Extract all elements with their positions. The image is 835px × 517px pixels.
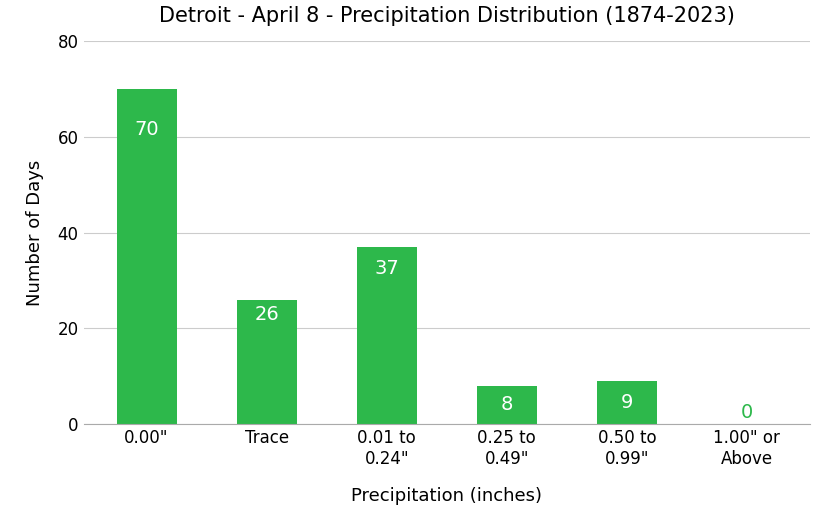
Bar [477, 386, 537, 424]
Text: 26: 26 [254, 305, 279, 324]
Text: 8: 8 [500, 396, 513, 414]
Bar [117, 89, 176, 424]
Text: 37: 37 [374, 258, 399, 278]
Bar [357, 247, 417, 424]
Y-axis label: Number of Days: Number of Days [26, 160, 43, 306]
Text: 0: 0 [741, 403, 753, 421]
Title: Detroit - April 8 - Precipitation Distribution (1874-2023): Detroit - April 8 - Precipitation Distri… [159, 6, 735, 26]
Bar [236, 299, 296, 424]
Text: 70: 70 [134, 120, 159, 139]
X-axis label: Precipitation (inches): Precipitation (inches) [352, 487, 542, 505]
Bar [597, 381, 657, 424]
Text: 9: 9 [620, 393, 633, 412]
